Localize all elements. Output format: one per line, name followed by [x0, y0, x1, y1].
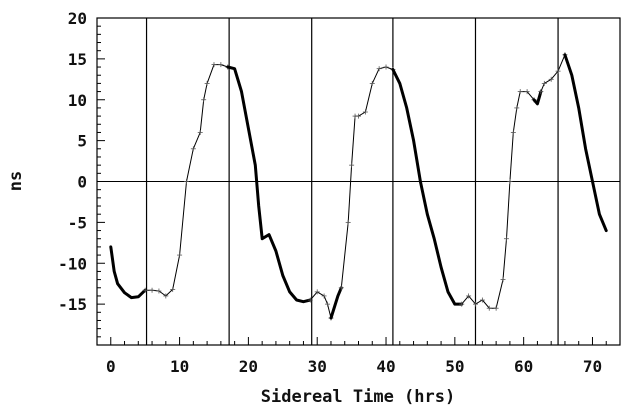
x-tick-label: 70 — [583, 357, 602, 376]
thin-segment-7 — [461, 91, 535, 309]
y-tick-label: 5 — [77, 132, 87, 151]
axis-ticks — [97, 17, 607, 345]
y-tick-label: -10 — [58, 254, 87, 273]
x-tick-labels: 0 10 20 30 40 50 60 70 — [106, 357, 602, 376]
x-axis-label: Sidereal Time (hrs) — [261, 387, 455, 407]
x-tick-label: 10 — [170, 357, 189, 376]
y-tick-label: -5 — [68, 213, 87, 232]
y-tick-labels: -15 -10 -5 0 5 10 15 20 — [58, 9, 87, 314]
thick-segment-6 — [391, 68, 464, 306]
x-tick-label: 60 — [514, 357, 533, 376]
x-tick-label: 50 — [445, 357, 464, 376]
x-tick-label: 20 — [239, 357, 258, 376]
x-tick-label: 40 — [376, 357, 395, 376]
thin-segment-1 — [144, 64, 229, 297]
thick-segment-2 — [226, 65, 312, 304]
y-tick-label: 10 — [68, 91, 87, 110]
y-tick-label: 20 — [68, 9, 87, 28]
thick-segment-0 — [109, 245, 147, 300]
thick-segment-8 — [532, 90, 543, 106]
y-tick-label: -15 — [58, 295, 87, 314]
y-tick-label: 15 — [68, 50, 87, 69]
y-tick-label: 0 — [77, 173, 87, 192]
thin-segment-5 — [340, 66, 394, 289]
thick-segment-10 — [563, 53, 608, 233]
y-axis-label: ns — [6, 171, 26, 191]
x-tick-label: 30 — [308, 357, 327, 376]
data-series — [109, 52, 608, 321]
thick-segment-4 — [329, 286, 343, 320]
x-tick-label: 0 — [106, 357, 116, 376]
